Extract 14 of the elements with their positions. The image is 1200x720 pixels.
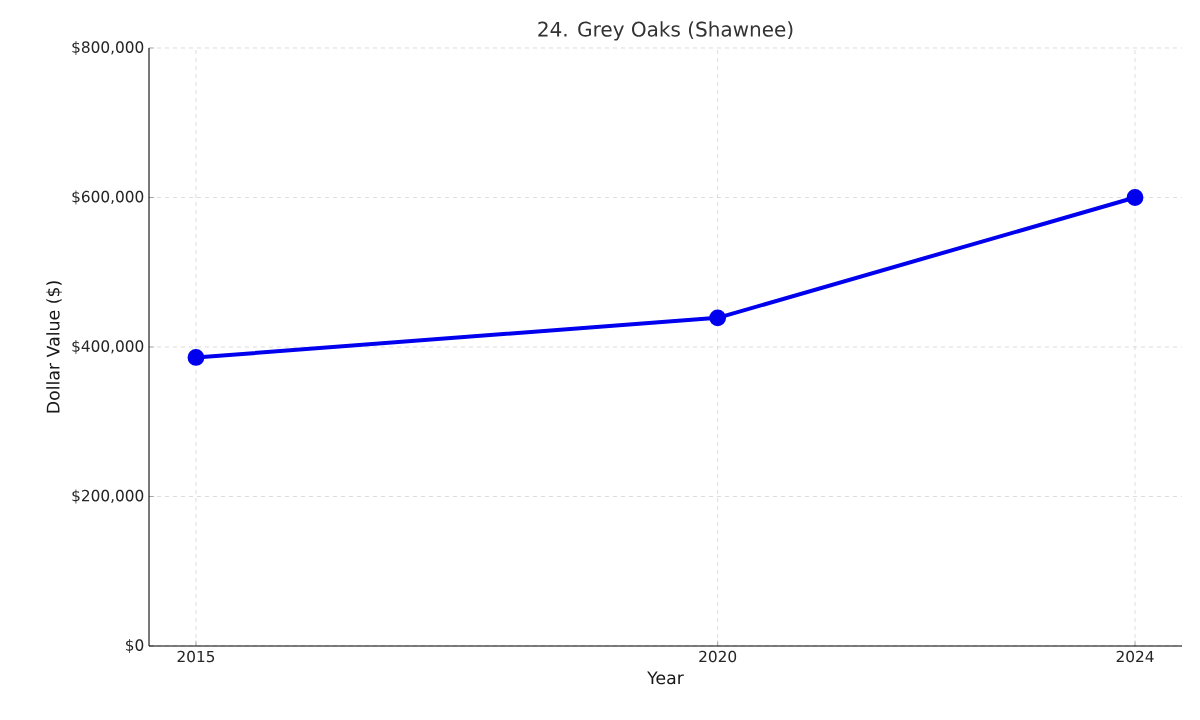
x-tick-label: 2024 (1116, 650, 1154, 663)
y-tick-label: $800,000 (72, 41, 144, 55)
y-tick-label: $600,000 (72, 190, 144, 205)
x-axis-title: Year (647, 671, 684, 685)
y-axis-title: Dollar Value ($) (46, 281, 62, 413)
point (187, 349, 205, 366)
chart-title: 24. Grey Oaks (Shawnee) (538, 21, 793, 41)
y-tick-label: $400,000 (72, 340, 144, 354)
x-tick-label: 2020 (699, 650, 737, 663)
x-tick-label: 2015 (177, 650, 215, 663)
y-tick-label: $0 (126, 639, 144, 653)
y-tick-label: $200,000 (72, 489, 144, 504)
point (709, 309, 727, 327)
point (1126, 189, 1144, 206)
